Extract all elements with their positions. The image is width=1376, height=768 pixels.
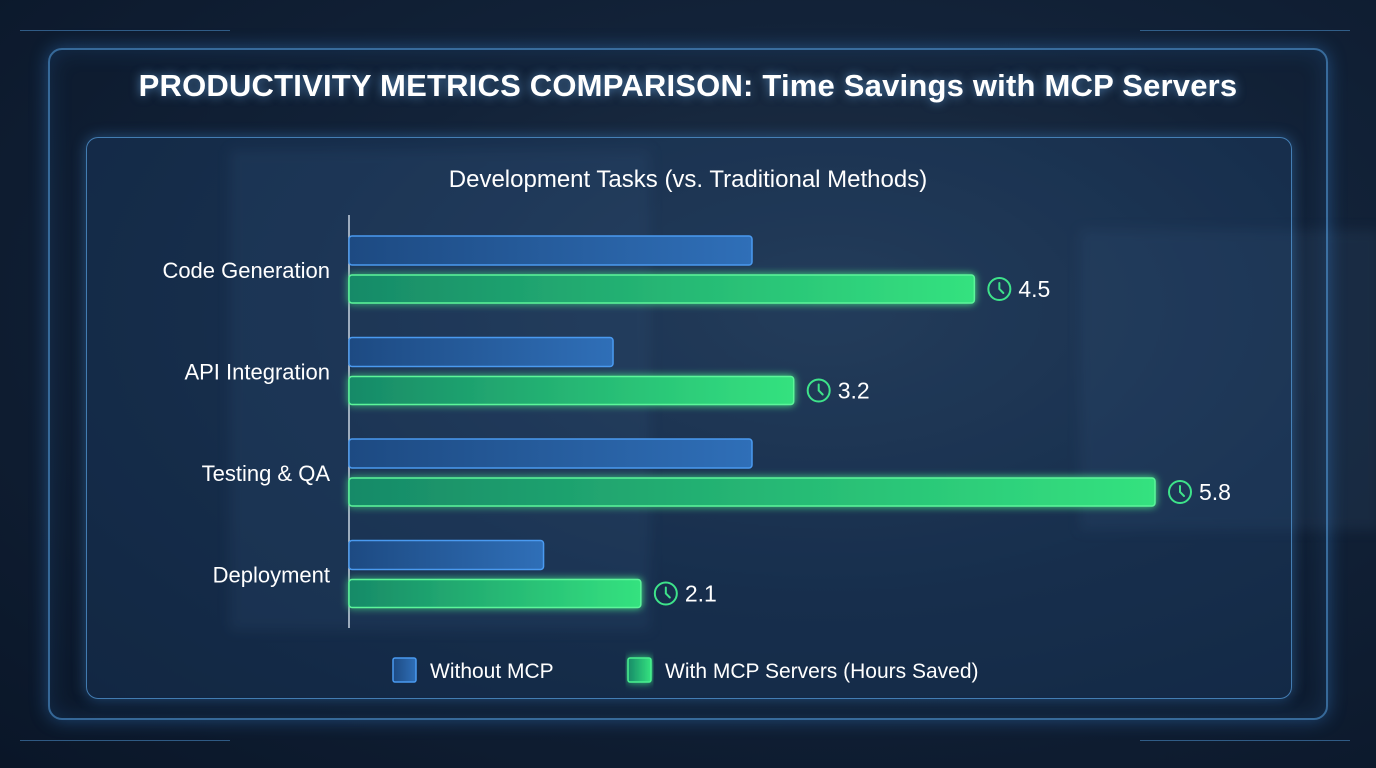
bar-without-mcp — [348, 539, 545, 571]
circuit-line — [1140, 30, 1350, 31]
data-label: 2.1 — [685, 581, 717, 607]
circuit-line — [1140, 740, 1350, 741]
bar-with-mcp — [348, 477, 1156, 507]
category-label: Code Generation — [162, 258, 330, 283]
clock-icon — [1168, 480, 1192, 504]
data-label: 3.2 — [838, 378, 870, 404]
outer-frame — [48, 48, 1328, 720]
data-label: 5.8 — [1199, 479, 1231, 505]
category-label: Testing & QA — [202, 461, 331, 486]
clock-icon-hands — [817, 383, 824, 396]
legend-swatch-without-mcp — [392, 657, 417, 683]
bar-with-mcp — [348, 274, 976, 304]
bar-with-mcp — [348, 375, 795, 406]
legend-label-with-mcp: With MCP Servers (Hours Saved) — [665, 660, 979, 683]
category-label: API Integration — [184, 360, 330, 385]
clock-icon-hands — [998, 282, 1005, 294]
legend-label-without-mcp: Without MCP — [430, 660, 554, 683]
circuit-line — [20, 30, 230, 31]
clock-icon-hands — [1179, 485, 1185, 497]
chart-title: Development Tasks (vs. Traditional Metho… — [449, 166, 927, 193]
data-label: 4.5 — [1018, 276, 1050, 302]
bar-without-mcp — [348, 235, 753, 266]
legend-swatch-with-mcp — [627, 657, 652, 683]
page-title: PRODUCTIVITY METRICS COMPARISON: Time Sa… — [138, 68, 1238, 103]
legend: Without MCP With MCP Servers (Hours Save… — [392, 657, 979, 683]
clock-icon — [653, 581, 678, 606]
circuit-line — [20, 740, 230, 741]
clock-icon — [806, 378, 831, 403]
clock-icon-hands — [664, 586, 671, 599]
chart-panel — [86, 137, 1292, 699]
category-label: Deployment — [213, 563, 330, 588]
bar-with-mcp — [348, 578, 642, 609]
bar-without-mcp — [348, 336, 614, 368]
clock-icon — [987, 277, 1012, 301]
bar-without-mcp — [348, 438, 753, 469]
